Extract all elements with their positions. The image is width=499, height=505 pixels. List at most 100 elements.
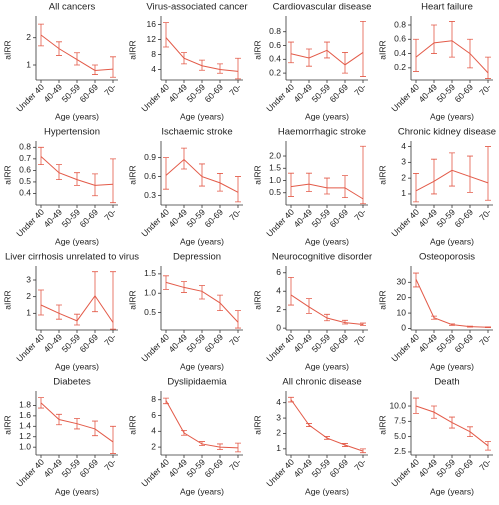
error-bar [92,271,98,313]
y-axis-label: aIRR [252,165,262,184]
y-tick-label: 2 [26,32,31,42]
error-bar [235,310,241,329]
x-tick-label: 70- [477,82,493,98]
error-bar [342,175,348,199]
panel-title: Depression [173,252,221,263]
y-tick-label: 0.5 [269,187,281,197]
y-tick-label: 0.4 [19,188,31,198]
x-tick-label: 70- [477,457,493,473]
x-tick-label: 60-69 [453,332,476,355]
x-tick-label: 70- [227,457,243,473]
x-axis-label: Age (years) [430,236,474,246]
y-tick-label: 3 [276,412,281,422]
x-tick-label: 60-69 [203,332,226,355]
error-bar [413,173,419,203]
y-tick-label: 1.5 [269,163,281,173]
line [415,279,489,328]
y-tick-label: 30 [397,277,407,287]
y-tick-label: 0.6 [269,40,281,50]
error-bar [163,157,169,190]
x-tick-label: 40-49 [42,207,65,230]
error-bar [467,38,473,69]
y-tick-label: 1.8 [19,400,31,410]
error-bar [342,52,348,74]
error-bar [199,163,205,187]
y-tick-label: 2 [276,304,281,314]
x-tick-label: 50-59 [435,207,458,230]
y-tick-label: 2.5 [394,446,406,456]
line [290,399,364,452]
y-axis-label: aIRR [2,40,12,59]
panel-title: All chronic disease [282,377,361,388]
y-axis-label: aIRR [2,415,12,434]
error-bar [163,397,169,405]
error-bar [324,313,330,322]
y-tick-label: 8 [151,394,156,404]
y-axis-label: aIRR [127,415,137,434]
x-axis-label: Age (years) [305,111,349,121]
error-bar [56,304,62,320]
error-bar [199,285,205,300]
y-tick-label: 0.7 [19,153,31,163]
y-tick-label: 16 [147,19,157,29]
error-bar [217,173,223,192]
y-tick-label: 0.8 [269,26,281,36]
y-tick-label: 3 [26,274,31,284]
x-axis-label: Age (years) [180,111,224,121]
x-axis-label: Age (years) [55,486,99,496]
error-bar [163,22,169,48]
error-bar [235,176,241,203]
x-tick-label: 40-49 [417,457,440,480]
y-tick-label: 1 [26,308,31,318]
error-bar [360,145,366,205]
x-tick-label: 50-59 [60,82,83,105]
error-bar [74,172,80,186]
panel-title: Heart failure [421,2,473,13]
y-tick-label: 0.8 [19,142,31,152]
error-bar [163,275,169,290]
x-tick-label: 40-49 [42,332,65,355]
x-tick-label: 60-69 [78,457,101,480]
error-bar [449,21,455,58]
error-bar [74,418,80,430]
x-tick-label: 70- [352,332,368,348]
y-tick-label: 1.0 [269,175,281,185]
error-bar [324,41,330,59]
panel-title: Dyslipidaemia [167,377,227,388]
x-tick-label: 50-59 [435,457,458,480]
error-bar [74,52,80,66]
error-bar [413,38,419,72]
error-bar [306,172,312,192]
y-tick-label: 3 [401,157,406,167]
x-tick-label: 60-69 [453,82,476,105]
x-axis-label: Age (years) [180,486,224,496]
x-axis-label: Age (years) [305,236,349,246]
panel-title: Chronic kidney disease [398,127,496,138]
y-tick-label: 0 [276,322,281,332]
x-tick-label: 70- [227,82,243,98]
y-tick-label: 8 [151,49,156,59]
x-tick-label: 70- [352,207,368,223]
y-axis-label: aIRR [127,40,137,59]
x-tick-label: 60-69 [453,207,476,230]
panel-title: Neurocognitive disorder [272,252,372,263]
x-axis-label: Age (years) [305,361,349,371]
x-tick-label: 60-69 [328,457,351,480]
panel-title: Haemorrhagic stroke [278,127,366,138]
y-tick-label: 20 [397,292,407,302]
error-bar [324,436,330,440]
x-tick-label: 50-59 [435,82,458,105]
x-tick-label: 40-49 [417,207,440,230]
error-bar [199,59,205,71]
x-tick-label: 50-59 [60,457,83,480]
error-bar [431,24,437,54]
error-bar [342,319,348,325]
error-bar [235,442,241,453]
